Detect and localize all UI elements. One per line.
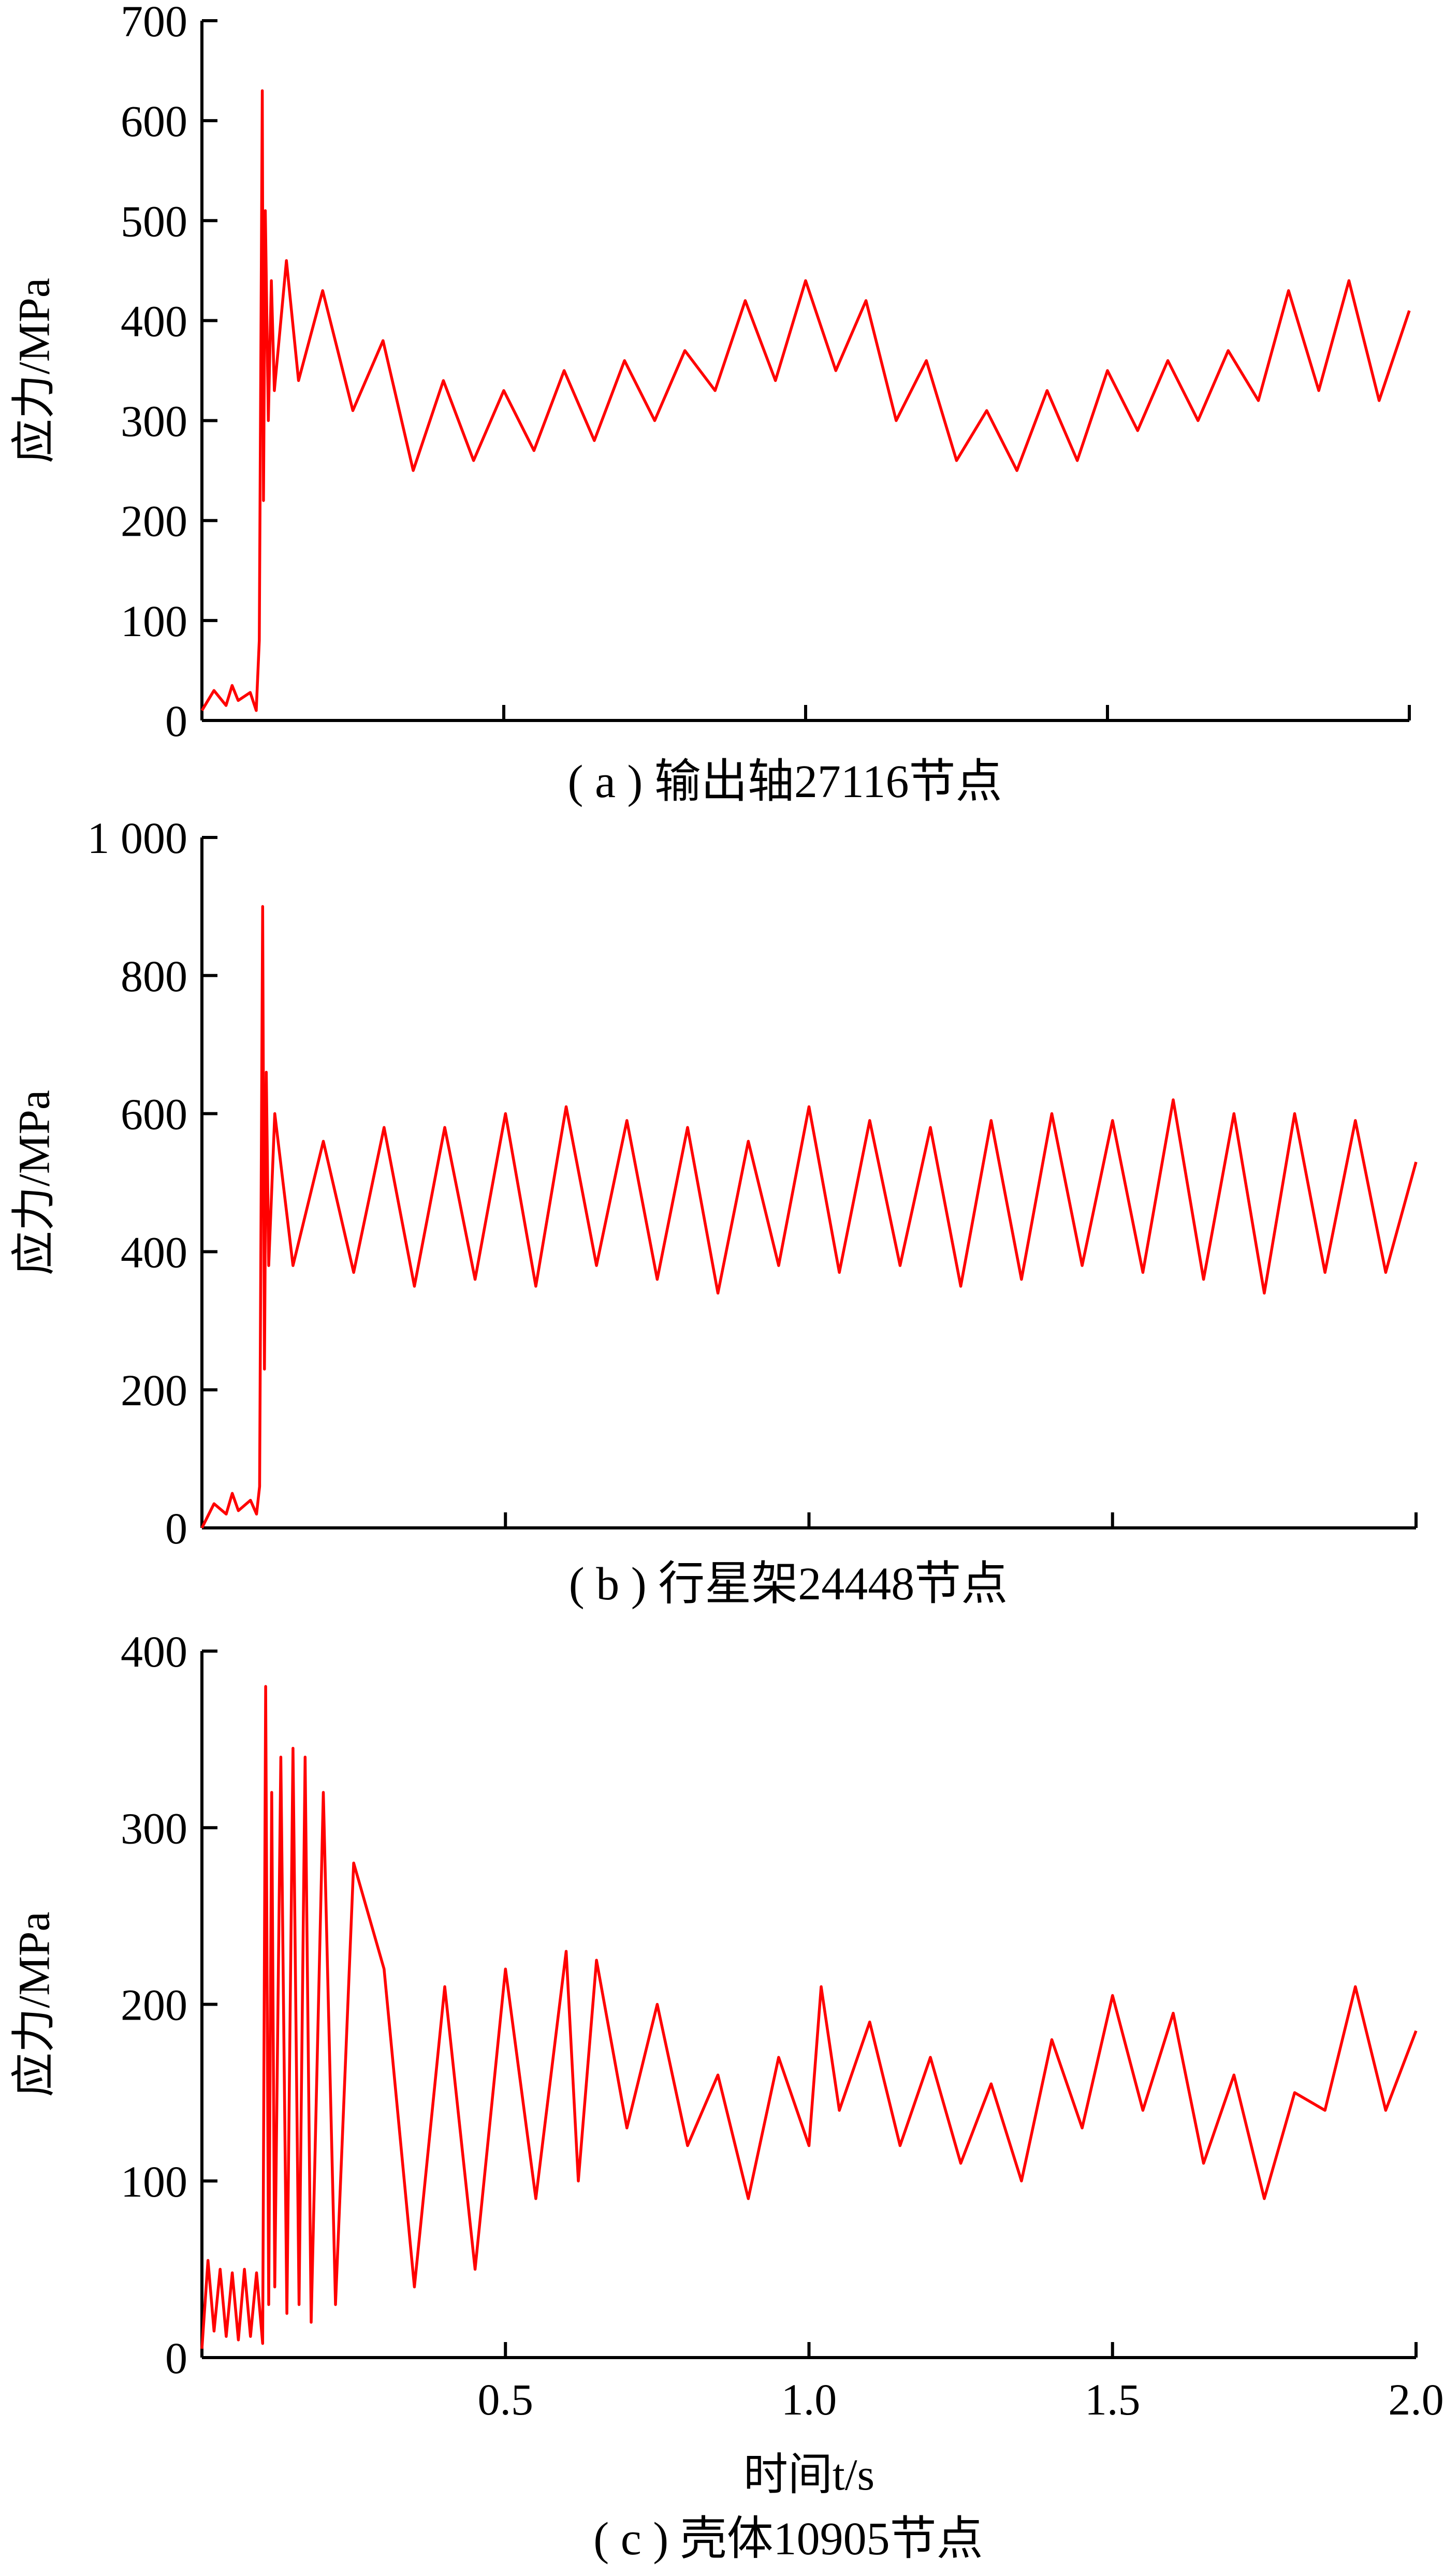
y-tick-label: 400 (121, 1627, 187, 1676)
chart-panel-a: 0 100 200 300 400 500 600 700 应力/MPa ( a ) 输出轴271… (9, 0, 1411, 807)
y-tick-label: 600 (121, 96, 187, 146)
y-tick-label: 800 (121, 951, 187, 1001)
y-tick-label: 0 (165, 2333, 187, 2383)
x-axis-title: 时间t/s (743, 2450, 874, 2499)
chart-panel-b: 0 200 400 600 800 1 000 应力/MPa ( b ) 行星架24448节点 (9, 813, 1418, 1610)
chart-panel-c: 0 100 200 300 400 0.5 1.0 1.5 2.0 应力/MPa 时间t/s ( c … (9, 1627, 1444, 2565)
y-tick-label: 200 (121, 496, 187, 546)
y-tick-label: 300 (121, 1803, 187, 1853)
x-tick-label: 2.0 (1388, 2375, 1444, 2424)
y-axis-title: 应力/MPa (9, 1911, 59, 2097)
y-tick-label: 300 (121, 396, 187, 446)
y-tick-label: 200 (121, 1980, 187, 2030)
y-tick-label: 1 000 (87, 813, 188, 863)
panel-caption: ( a ) 输出轴27116节点 (567, 756, 1002, 807)
x-tick-label: 0.5 (478, 2375, 534, 2424)
panel-caption: ( b ) 行星架24448节点 (569, 1558, 1008, 1610)
y-tick-label: 0 (165, 1504, 187, 1553)
y-axis-title: 应力/MPa (9, 1090, 59, 1275)
y-tick-label: 400 (121, 1227, 187, 1277)
y-tick-label: 500 (121, 196, 187, 246)
y-tick-label: 700 (121, 0, 187, 46)
y-tick-label: 100 (121, 2157, 187, 2206)
y-tick-label: 0 (165, 696, 187, 746)
y-tick-label: 400 (121, 296, 187, 346)
series-line-c-0 (200, 1685, 1418, 2349)
y-tick-label: 600 (121, 1090, 187, 1139)
y-tick-label: 200 (121, 1365, 187, 1415)
x-tick-label: 1.5 (1085, 2375, 1141, 2424)
series-line-a-0 (200, 89, 1411, 712)
series-line-b-0 (200, 905, 1418, 1529)
y-tick-label: 100 (121, 596, 187, 646)
x-tick-label: 1.0 (781, 2375, 837, 2424)
y-axis-title: 应力/MPa (9, 278, 59, 463)
panel-caption: ( c ) 壳体10905节点 (593, 2513, 983, 2565)
